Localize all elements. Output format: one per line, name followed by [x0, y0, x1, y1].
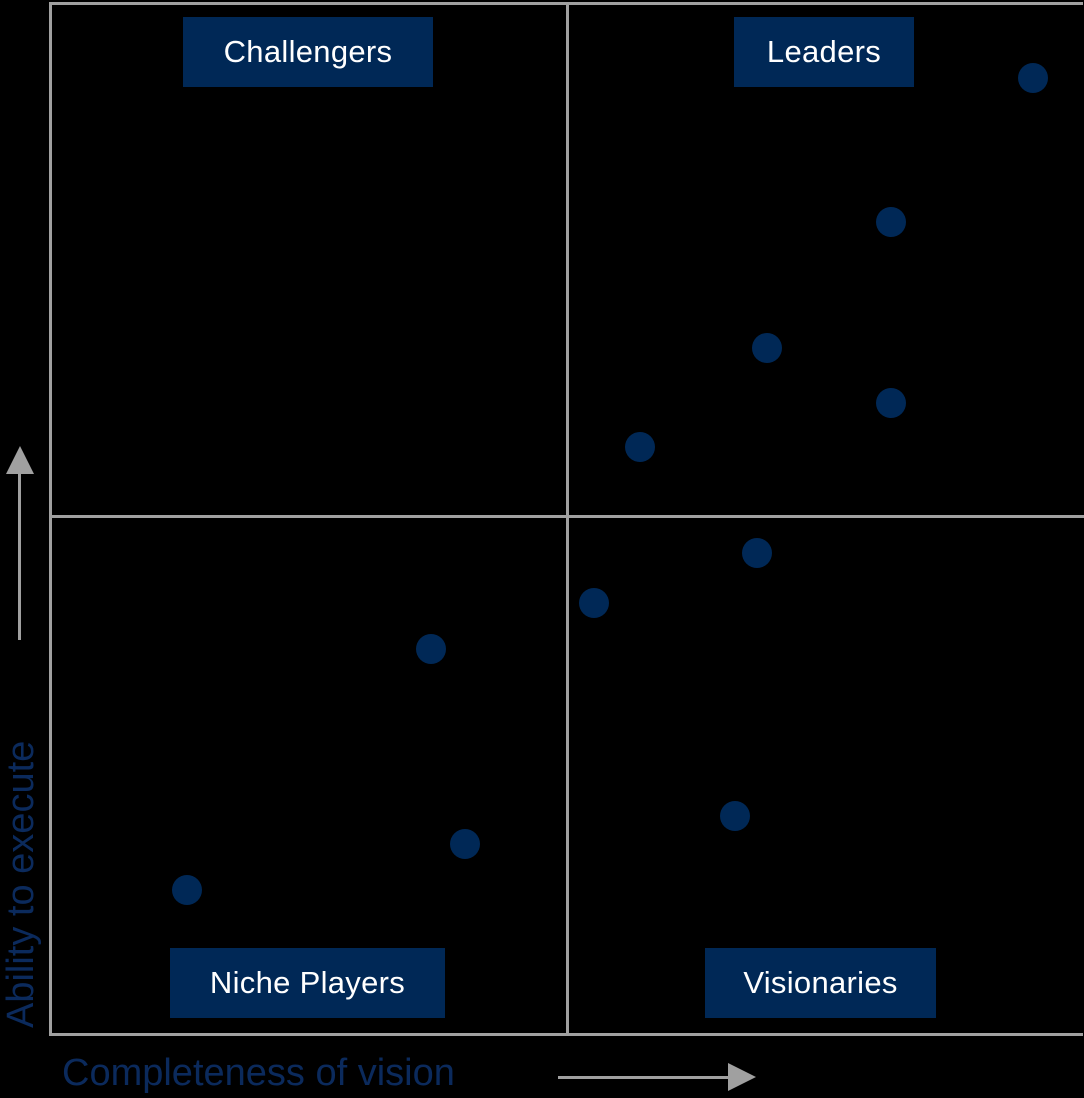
quadrant-label-visionaries: Visionaries: [705, 948, 936, 1018]
data-point: [171, 874, 202, 905]
x-axis-label: Completeness of vision: [62, 1052, 455, 1094]
data-point: [720, 801, 751, 832]
data-point: [741, 538, 772, 569]
data-point: [624, 431, 655, 462]
quadrant-label-leaders: Leaders: [734, 17, 914, 87]
horizontal-divider: [49, 515, 1084, 518]
arrow-up-icon: [6, 446, 34, 474]
arrow-right-icon: [728, 1063, 756, 1091]
quadrant-label-niche-players: Niche Players: [170, 948, 445, 1018]
y-axis-label: Ability to execute: [0, 740, 42, 1028]
data-point: [450, 829, 481, 860]
y-axis-arrow: [18, 474, 21, 640]
x-axis-arrow: [558, 1076, 730, 1079]
data-point: [415, 634, 446, 665]
data-point: [876, 206, 907, 237]
data-point: [579, 587, 610, 618]
data-point: [752, 332, 783, 363]
data-point: [1018, 63, 1049, 94]
data-point: [876, 388, 907, 419]
quadrant-label-challengers: Challengers: [183, 17, 433, 87]
